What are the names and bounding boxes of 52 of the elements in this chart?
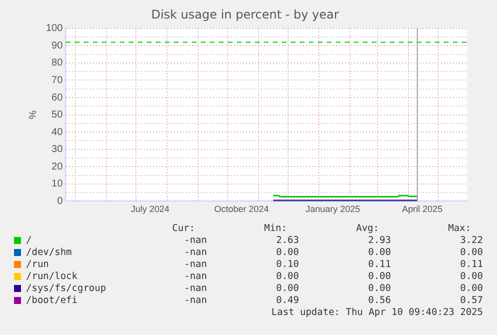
text: 2.63 [276,235,299,246]
y-tick-label: 100 [46,23,64,34]
text: 0.57 [460,295,483,306]
text: 0.00 [368,247,391,258]
text: -nan [184,271,207,282]
text: Min: [264,223,287,234]
text: Max: [448,223,471,234]
text: Last update: Thu Apr 10 09:40:23 2025 [271,307,483,318]
text: 2.93 [368,235,391,246]
text: 0.00 [460,271,483,282]
legend-label: /boot/efi [26,295,78,306]
legend-label: /run/lock [26,271,78,282]
y-tick-label: 80 [52,58,64,69]
legend-label: / [26,235,32,246]
text: 0.56 [368,295,391,306]
text: 3.22 [460,235,483,246]
chart-title: Disk usage in percent - by year [151,7,339,22]
text: -nan [184,247,207,258]
x-tick-label: October 2024 [214,204,269,214]
text: -nan [184,295,207,306]
x-tick-label: January 2025 [306,204,360,214]
text: 0.49 [276,295,299,306]
y-tick-label: 40 [52,126,64,138]
text: 0.00 [460,283,483,294]
text: 0.00 [276,247,299,258]
x-tick-label: April 2025 [402,204,443,214]
text: Cur: [172,223,195,234]
text: Avg: [356,223,379,234]
y-tick-label: 0 [57,196,64,207]
legend-label: /sys/fs/cgroup [26,283,106,294]
text: 0.00 [368,271,391,282]
x-tick-label: July 2024 [130,204,170,214]
text: 0.11 [460,259,483,270]
legend-label: /dev/shm [26,247,72,258]
text: -nan [184,283,207,294]
y-tick-label: 30 [52,144,64,156]
text: 0.00 [368,283,391,294]
y-tick-label: 20 [52,161,64,172]
y-tick-label: 90 [52,40,64,52]
legend-label: /run [26,259,49,270]
text: -nan [184,235,207,246]
y-tick-label: 10 [52,178,64,190]
y-axis-title: % [28,110,39,120]
text: -nan [184,259,207,270]
text: 0.10 [276,259,299,270]
text: 0.00 [276,271,299,282]
text: 0.00 [276,283,299,294]
y-tick-label: 60 [52,92,64,104]
text: 0.11 [368,259,391,270]
y-tick-label: 50 [52,110,64,121]
text: 0.00 [460,247,483,258]
y-tick-label: 70 [52,74,64,86]
